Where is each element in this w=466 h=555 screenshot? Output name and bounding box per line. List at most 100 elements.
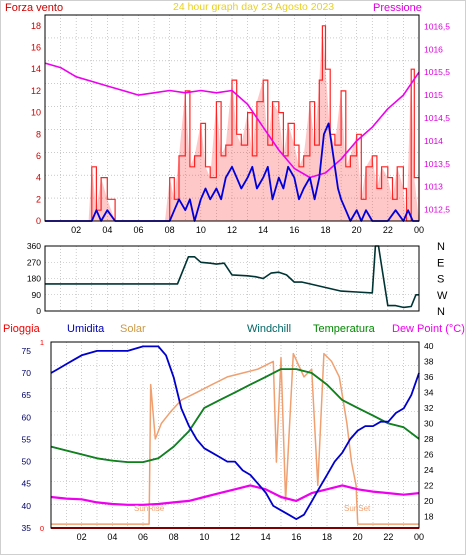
wind-tick-16: 16 — [31, 43, 41, 53]
temperature-tick-36: 36 — [424, 372, 434, 382]
panel1-ticks: 0246810121416181012,510131013,510141014,… — [31, 21, 450, 235]
temperature-tick-34: 34 — [424, 387, 434, 397]
compass-tick-2-S: S — [437, 274, 444, 286]
rain-legend-label: Pioggia — [3, 323, 41, 335]
rain-tick-1: 1 — [40, 338, 44, 347]
chart-title: 24 hour graph day 23 Agosto 2023 — [173, 1, 334, 13]
panel1-hour-tick-16: 16 — [289, 225, 299, 235]
pressure-tick-1015,5: 1015,5 — [424, 67, 450, 77]
windchill-legend-label: Windchill — [247, 323, 291, 335]
p1-frame-border — [44, 14, 420, 222]
dewpoint-line — [50, 484, 420, 506]
wind-tick-6: 6 — [36, 151, 41, 161]
sunrise-marker-label: SunRise — [134, 504, 165, 513]
humidity-tick-65: 65 — [22, 390, 32, 400]
temperature-tick-28: 28 — [424, 434, 434, 444]
panel1-hour-tick-12: 12 — [227, 225, 237, 235]
wind-tick-12: 12 — [31, 86, 41, 96]
dewpoint-legend-label: Dew Point (°C) — [392, 323, 465, 335]
panel3-hour-tick-10: 10 — [199, 532, 209, 542]
compass-tick-1-W: W — [437, 290, 448, 302]
panel2-series — [45, 245, 419, 309]
humidity-legend-label: Umidita — [67, 323, 105, 335]
pressure-tick-1016,5: 1016,5 — [424, 21, 450, 31]
pressure-tick-1014: 1014 — [424, 136, 443, 146]
pressure-tick-1014,5: 1014,5 — [424, 113, 450, 123]
humidity-tick-75: 75 — [22, 346, 32, 356]
humidity-tick-40: 40 — [22, 501, 32, 511]
direction-tick-0: 0 — [36, 306, 41, 316]
humidity-tick-55: 55 — [22, 434, 32, 444]
wind-speed-line — [45, 122, 419, 222]
panel3-series — [50, 345, 420, 529]
pressure-axis-label: Pressione — [373, 2, 422, 14]
pressure-line — [44, 62, 420, 179]
direction-tick-180: 180 — [27, 274, 41, 284]
panel3-hour-tick-18: 18 — [322, 532, 332, 542]
temperature-tick-30: 30 — [424, 418, 434, 428]
pressure-tick-1016: 1016 — [424, 44, 443, 54]
panel1-series — [44, 25, 420, 222]
panel3-hour-tick-02: 02 — [77, 532, 87, 542]
temperature-tick-22: 22 — [424, 480, 434, 490]
direction-tick-360: 360 — [27, 241, 41, 251]
compass-tick-3-E: E — [437, 257, 444, 269]
panel1-hour-tick-08: 08 — [165, 225, 175, 235]
pressure-tick-1013: 1013 — [424, 182, 443, 192]
windchill-line — [50, 368, 420, 463]
temperature-tick-20: 20 — [424, 496, 434, 506]
panel3-hour-tick-20: 20 — [353, 532, 363, 542]
panel2-frame — [44, 245, 420, 312]
panel1-hour-tick-22: 22 — [383, 225, 393, 235]
panel1-hour-tick-20: 20 — [352, 225, 362, 235]
panel3-grid — [51, 342, 419, 528]
wind-tick-2: 2 — [36, 194, 41, 204]
wind-tick-4: 4 — [36, 173, 41, 183]
compass-tick-4-N: N — [437, 241, 445, 253]
temperature-tick-32: 32 — [424, 403, 434, 413]
p3-frame-border — [50, 341, 420, 529]
temperature-legend-label: Temperatura — [313, 323, 376, 335]
panel1-frame — [44, 14, 420, 222]
wind-gust-line — [45, 25, 420, 222]
wind-tick-0: 0 — [36, 216, 41, 226]
temperature-tick-40: 40 — [424, 341, 434, 351]
panel3-hour-tick-22: 22 — [383, 532, 393, 542]
panel3-frame — [50, 341, 420, 529]
sunset-marker-label: SunSet — [344, 504, 371, 513]
panel1-hour-tick-14: 14 — [258, 225, 268, 235]
wind-axis-label: Forza vento — [5, 2, 63, 14]
wind-direction-line — [45, 245, 419, 309]
panel1-hour-tick-04: 04 — [102, 225, 112, 235]
temperature-line — [50, 368, 420, 463]
panel3-hour-tick-08: 08 — [169, 532, 179, 542]
panel3-ticks: 35 40 45 50 55 60 65 70 75 0 1 18 20 22 24 26 28 30 32 34 36… — [22, 338, 434, 542]
compass-tick-0-N: N — [437, 306, 445, 318]
panel1-hour-tick-06: 06 — [133, 225, 143, 235]
humidity-line — [50, 345, 420, 520]
humidity-tick-45: 45 — [22, 479, 32, 489]
panel3-hour-tick-12: 12 — [230, 532, 240, 542]
wind-tick-10: 10 — [31, 108, 41, 118]
humidity-tick-35: 35 — [22, 523, 32, 533]
temperature-tick-18: 18 — [424, 511, 434, 521]
p2-frame-border — [44, 245, 420, 312]
panel3-hour-tick-04: 04 — [107, 532, 117, 542]
solar-legend-label: Solar — [120, 323, 146, 335]
wind-tick-8: 8 — [36, 129, 41, 139]
wind-tick-14: 14 — [31, 64, 41, 74]
panel1-hour-tick-02: 02 — [71, 225, 81, 235]
panel2-grid — [45, 246, 419, 311]
direction-tick-270: 270 — [27, 257, 41, 267]
panel3-hour-tick-14: 14 — [261, 532, 271, 542]
temperature-tick-24: 24 — [424, 465, 434, 475]
humidity-tick-50: 50 — [22, 457, 32, 467]
panel1-hour-tick-00: 00 — [414, 225, 424, 235]
panel1-hour-tick-18: 18 — [320, 225, 330, 235]
temperature-tick-26: 26 — [424, 449, 434, 459]
temperature-tick-38: 38 — [424, 356, 434, 366]
direction-tick-90: 90 — [32, 290, 42, 300]
rain-tick-0: 0 — [40, 524, 44, 533]
